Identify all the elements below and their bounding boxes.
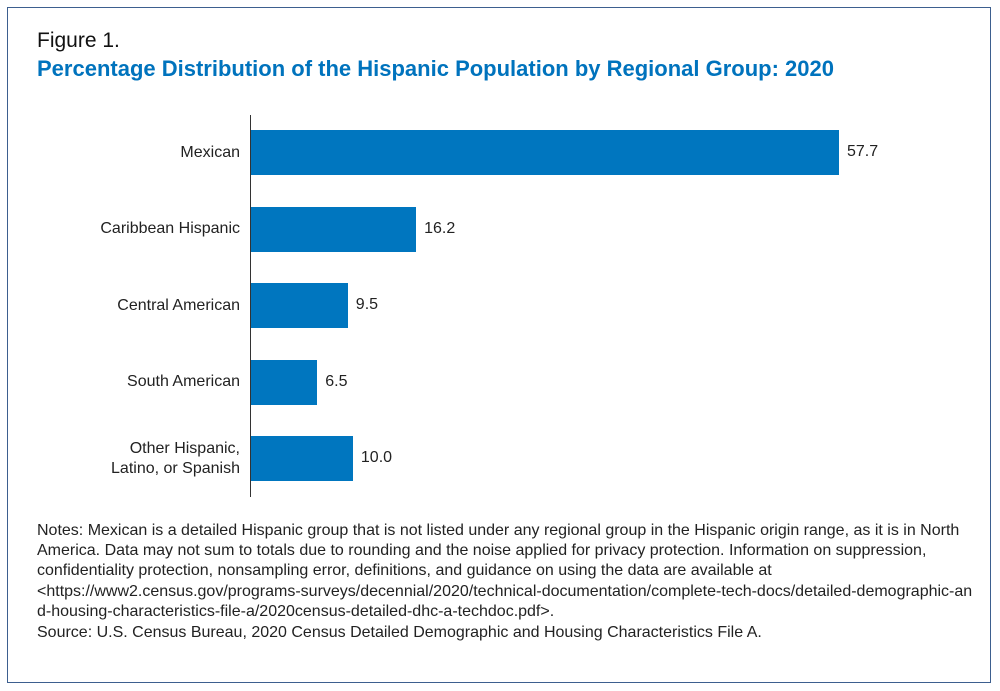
chart-title: Percentage Distribution of the Hispanic …: [37, 56, 834, 81]
value-label-0: 57.7: [847, 143, 879, 160]
value-label-1: 16.2: [424, 219, 456, 237]
category-label-4: Other Hispanic, Latino, or Spanish: [111, 439, 240, 477]
notes-text: Notes: Mexican is a detailed Hispanic gr…: [37, 522, 960, 580]
figure-label: Figure 1.: [37, 29, 120, 52]
source-text: Source: U.S. Census Bureau, 2020 Census …: [37, 624, 762, 642]
value-label-4: 10.0: [360, 449, 393, 466]
value-label-3: 6.5: [325, 372, 348, 390]
bar-0: [251, 130, 839, 175]
value-label-2: 9.5: [355, 296, 379, 313]
bar-4: [251, 436, 353, 481]
category-label-2: Central American: [117, 296, 240, 314]
bar-2: [251, 283, 348, 328]
bar-1: [251, 206, 417, 252]
figure-frame: [7, 7, 991, 683]
category-label-1: Caribbean Hispanic: [100, 220, 240, 237]
notes-block: Notes: Mexican is a detailed Hispanic gr…: [37, 521, 977, 643]
bar-3: [251, 359, 318, 405]
category-label-0: Mexican: [180, 143, 240, 161]
category-label-3: South American: [127, 373, 240, 390]
y-axis-line: [250, 115, 251, 497]
notes-url: <https://www2.census.gov/programs-survey…: [37, 582, 973, 620]
